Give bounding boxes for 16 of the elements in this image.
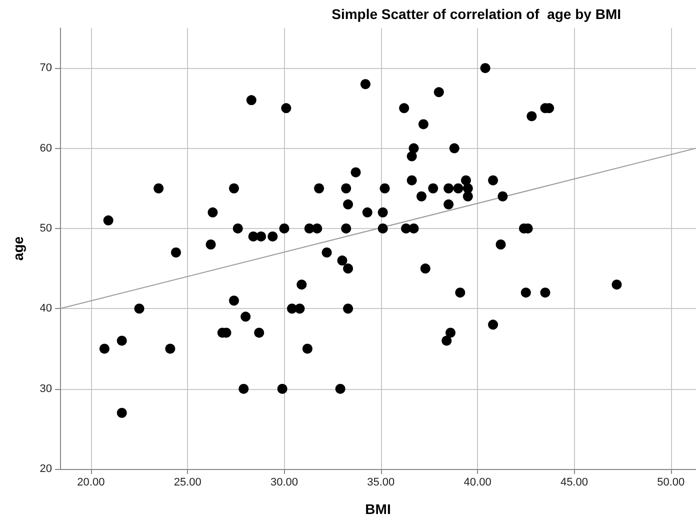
x-tick-label: 25.00 [174,476,202,488]
x-tick-label: 35.00 [367,476,395,488]
x-tick-label: 20.00 [77,476,105,488]
x-tick-label: 30.00 [270,476,298,488]
x-axis-title: BMI [365,501,391,517]
x-tick-label: 50.00 [657,476,685,488]
x-tick-label: 45.00 [560,476,588,488]
y-tick-label: 50 [40,222,52,234]
y-axis-title: age [10,236,26,261]
y-tick-label: 60 [40,142,52,154]
y-tick-label: 70 [40,62,52,74]
x-tick-label: 40.00 [464,476,492,488]
y-tick-label: 20 [40,463,52,475]
y-tick-label: 30 [40,382,52,395]
y-tick-label: 40 [40,302,52,315]
chart-title: Simple Scatter of correlation of age by BMI [332,6,622,22]
